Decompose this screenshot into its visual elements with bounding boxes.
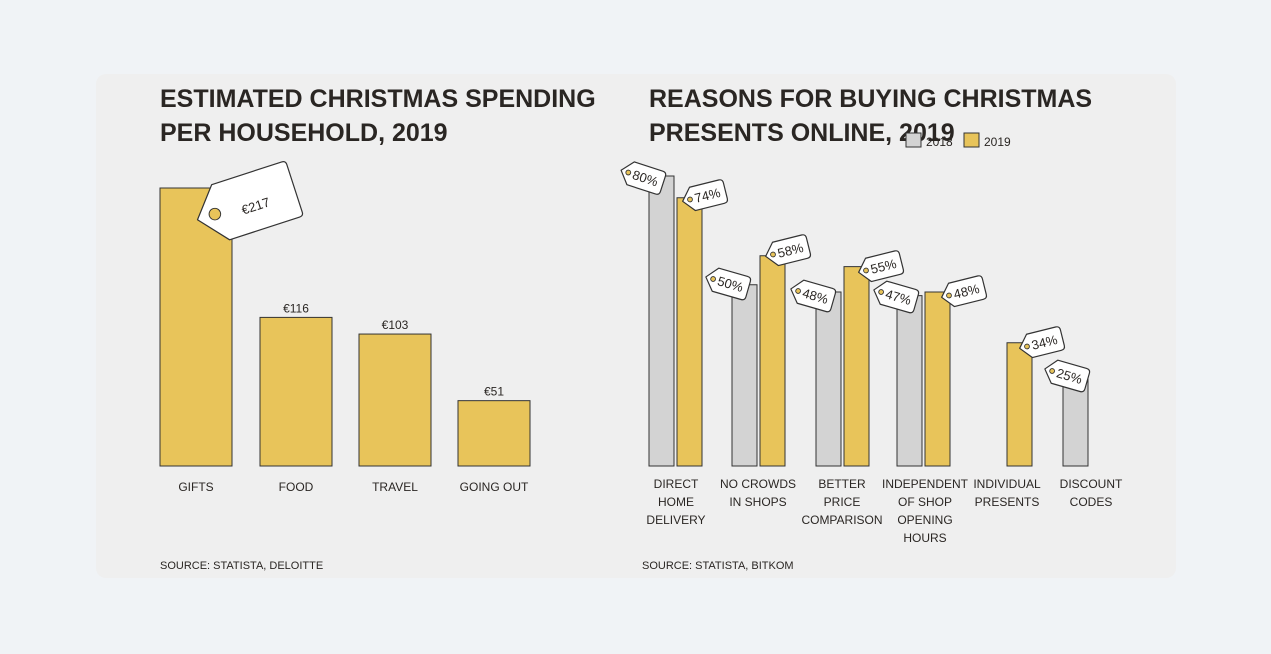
legend-swatch-2019: [963, 132, 980, 148]
reasons-bar-2018-0: [648, 175, 675, 467]
reasons-value-tag-2018-2-group: 48%: [790, 279, 837, 313]
reasons-value-tag-2019-0: 74%: [693, 185, 722, 206]
legend-label-2018: 2018: [926, 135, 953, 149]
reasons-category-label: DIRECT: [654, 477, 699, 491]
spending-title-line1: ESTIMATED CHRISTMAS SPENDING: [160, 85, 596, 113]
spending-bar-1: [259, 316, 333, 467]
reasons-bar-2018-2: [815, 291, 842, 467]
reasons-value-tag-2018-1: 50%: [716, 273, 746, 295]
spending-source: SOURCE: STATISTA, DELOITTE: [160, 560, 323, 572]
spending-value-label: €51: [484, 385, 504, 399]
spending-category-label: FOOD: [279, 480, 314, 494]
legend-label-2019: 2019: [984, 135, 1011, 149]
reasons-category-label: HOME: [658, 495, 694, 509]
reasons-value-tag-2019-2-hole: [863, 267, 869, 274]
reasons-bar-2019-0: [676, 197, 703, 467]
reasons-value-tag-2019-3-shape: [941, 275, 988, 308]
reasons-category-label: PRESENTS: [975, 495, 1040, 509]
reasons-category-label: COMPARISON: [801, 513, 882, 527]
charts-canvas: ESTIMATED CHRISTMAS SPENDING PER HOUSEHO…: [159, 85, 1123, 572]
reasons-category-label: DELIVERY: [646, 513, 705, 527]
reasons-bar-2018-1: [731, 284, 758, 467]
reasons-title-line1: REASONS FOR BUYING CHRISTMAS: [649, 85, 1092, 113]
legend: 2018 2019: [905, 132, 1011, 149]
reasons-value-tag-2018-2-hole: [795, 288, 801, 294]
reasons-category-label: INDIVIDUAL: [973, 477, 1041, 491]
reasons-value-tag-2019-4: 34%: [1030, 332, 1059, 353]
reasons-value-tag-2019-0-group: 74%: [682, 179, 729, 212]
spending-highlight-tag-hole: [208, 207, 222, 221]
reasons-category-label: OF SHOP: [898, 495, 952, 509]
reasons-bar-2019-3: [924, 291, 951, 467]
reasons-value-tag-2018-3-group: 47%: [873, 280, 920, 314]
reasons-value-tag-2019-1-shape: [765, 234, 812, 267]
spending-category-label: GIFTS: [178, 480, 213, 494]
reasons-value-tag-2019-0-shape: [682, 179, 729, 212]
reasons-value-tag-2019-4-group: 34%: [1019, 326, 1066, 359]
reasons-bar-2019-2: [843, 266, 870, 467]
spending-bar-3: [457, 400, 531, 467]
reasons-value-tag-2019-1-group: 58%: [765, 234, 812, 267]
reasons-category-label: IN SHOPS: [729, 495, 786, 509]
reasons-value-tag-2018-3: 47%: [884, 286, 914, 308]
reasons-value-tag-2018-5-group: 25%: [1044, 359, 1091, 393]
reasons-value-tag-2018-5: 25%: [1055, 365, 1085, 387]
spending-highlight-tag-shape: [196, 160, 304, 241]
reasons-source: SOURCE: STATISTA, BITKOM: [642, 560, 794, 572]
reasons-value-tag-2019-2-group: 55%: [858, 250, 905, 283]
reasons-value-tag-2018-1-shape: [705, 267, 752, 301]
reasons-value-tag-2019-3-hole: [946, 292, 952, 299]
reasons-value-tag-2019-1-hole: [770, 251, 776, 258]
spending-bars: GIFTS FOOD €116 TRAVEL €103 GOING OUT €51 €217: [159, 160, 531, 494]
reasons-value-tag-2019-4-shape: [1019, 326, 1066, 359]
reasons-value-tag-2018-1-group: 50%: [705, 267, 752, 301]
reasons-title-line2: PRESENTS ONLINE, 2019: [649, 119, 955, 147]
reasons-value-tag-2018-2: 48%: [801, 285, 831, 307]
reasons-value-tag-2018-3-shape: [873, 280, 920, 314]
reasons-value-tag-2018-5-shape: [1044, 359, 1091, 393]
spending-value-label: €116: [283, 301, 309, 315]
spending-category-label: GOING OUT: [460, 480, 529, 494]
reasons-bars: 80% 50% 48% 47% 25% 74% 58% 55% 48% 34% DIRECT HOME…: [620, 161, 1123, 545]
reasons-category-label: OPENING: [897, 513, 952, 527]
reasons-value-tag-2019-2-shape: [858, 250, 905, 283]
reasons-value-tag-2019-2: 55%: [869, 256, 898, 277]
reasons-value-tag-2018-1-hole: [710, 276, 716, 282]
reasons-value-tag-2019-0-hole: [687, 196, 693, 203]
infographic-panel: ESTIMATED CHRISTMAS SPENDING PER HOUSEHO…: [96, 74, 1176, 578]
reasons-category-label: DISCOUNT: [1060, 477, 1123, 491]
reasons-value-tag-2018-3-hole: [878, 289, 884, 295]
reasons-value-tag-2019-3-group: 48%: [941, 275, 988, 308]
legend-swatch-2018: [905, 132, 922, 148]
spending-bar-2: [358, 333, 432, 467]
reasons-category-label: PRICE: [824, 495, 861, 509]
reasons-category-label: HOURS: [903, 531, 946, 545]
reasons-category-label: BETTER: [818, 477, 866, 491]
spending-category-label: TRAVEL: [372, 480, 418, 494]
reasons-value-tag-2018-0-hole: [625, 169, 632, 176]
reasons-value-tag-2019-3: 48%: [952, 281, 981, 302]
spending-chart: ESTIMATED CHRISTMAS SPENDING PER HOUSEHO…: [159, 85, 596, 572]
reasons-category-label: INDEPENDENT: [882, 477, 969, 491]
reasons-value-tag-2018-5-hole: [1049, 368, 1055, 374]
reasons-value-tag-2018-2-shape: [790, 279, 837, 313]
reasons-bar-2018-3: [896, 295, 923, 467]
reasons-value-tag-2019-1: 58%: [776, 240, 805, 261]
reasons-category-label: CODES: [1070, 495, 1113, 509]
spending-value-label: €103: [382, 318, 409, 332]
online-reasons-chart: REASONS FOR BUYING CHRISTMAS PRESENTS ON…: [620, 85, 1123, 572]
reasons-value-tag-2019-4-hole: [1024, 343, 1030, 350]
spending-highlight-tag-group: €217: [196, 160, 304, 241]
spending-title-line2: PER HOUSEHOLD, 2019: [160, 119, 448, 147]
reasons-value-tag-2018-0-group: 80%: [620, 161, 667, 195]
reasons-category-label: NO CROWDS: [720, 477, 796, 491]
reasons-value-tag-2018-0-shape: [620, 161, 667, 195]
reasons-bar-2019-1: [759, 255, 786, 467]
reasons-bar-2019-4: [1006, 342, 1033, 467]
